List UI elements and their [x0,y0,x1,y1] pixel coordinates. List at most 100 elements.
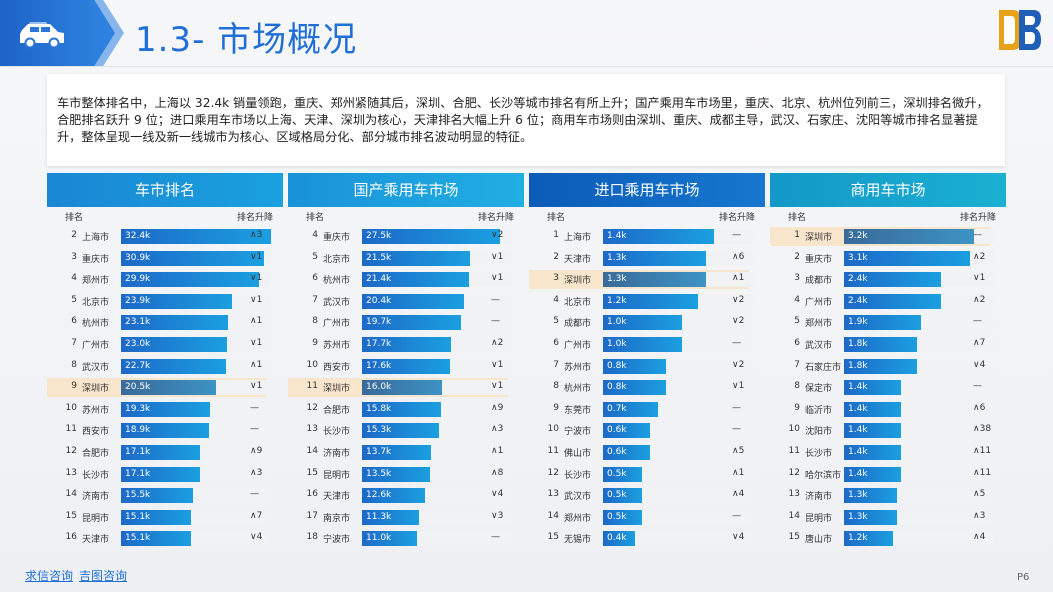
panel-import: 进口乘用车市场 排名 排名升降 1 上海市 1.4k — 2 天津市 1.3k ∧6 3 深圳市 1… [529,173,765,553]
rank-change: ∧4 [973,532,986,543]
table-row: 15 无锡市 0.4k ∨4 [529,528,765,549]
rank-number: 3 [553,273,559,284]
footer-link-jitu[interactable]: 吉图咨询 [79,569,128,583]
city-name: 上海市 [82,233,110,243]
value-bar [844,509,897,525]
value-label: 1.2k [848,533,868,544]
rank-change: ∧5 [732,446,745,456]
rank-change: ∨2 [491,230,504,240]
value-bar [121,401,210,417]
city-name: 石家庄市 [805,362,842,373]
table-row: 16 天津市 12.6k ∨4 [288,485,524,506]
rank-change: ∧11 [973,446,992,456]
footer-link-qiuxin[interactable]: 求信咨询 [25,569,74,583]
value-label: 21.5k [366,252,392,263]
value-label: 1.4k [848,425,868,436]
city-name: 重庆市 [805,254,833,265]
table-row: 12 长沙市 0.5k ∧1 [529,464,765,485]
city-name: 杭州市 [323,276,351,287]
city-name: 昆明市 [82,513,110,524]
rank-number: 12 [306,402,318,413]
rank-change: ∧4 [732,489,745,500]
rank-number: 8 [312,316,318,327]
rank-number: 8 [553,381,559,392]
col-change-label: 排名升降 [719,213,756,223]
value-bar [121,380,216,396]
rank-change: ∨1 [250,273,263,284]
value-bar [844,423,901,439]
table-row: 13 武汉市 0.5k ∧4 [529,485,765,506]
rank-change: ∧3 [973,510,986,521]
city-name: 长沙市 [805,449,833,459]
rank-number: 8 [71,359,77,370]
city-name: 苏州市 [82,405,110,416]
city-name: 成都市 [805,276,833,287]
city-name: 深圳市 [805,233,833,243]
value-label: 19.7k [366,317,392,328]
rank-change: ∨4 [250,532,263,543]
rank-number: 5 [794,316,800,327]
city-name: 昆明市 [323,470,351,481]
city-name: 保定市 [805,384,833,395]
value-bar [121,488,193,504]
rank-number: 9 [794,402,800,413]
col-rank-label: 排名 [547,213,566,223]
rank-number: 7 [794,359,800,370]
city-name: 成都市 [564,319,592,330]
value-bar [362,466,430,482]
col-change-label: 排名升降 [237,213,274,223]
rank-change: ∧2 [491,338,504,348]
value-label: 11.0k [366,533,392,544]
city-name: 无锡市 [564,535,592,546]
city-name: 深圳市 [564,276,592,287]
rank-change: ∨4 [973,359,986,370]
rank-number: 7 [312,294,318,305]
value-bar [844,445,901,460]
city-name: 广州市 [564,341,592,351]
value-bar [844,531,893,547]
rank-number: 4 [794,294,800,305]
rank-number: 1 [553,230,559,240]
city-name: 杭州市 [564,384,592,395]
rank-number: 2 [553,251,559,262]
panel-commercial: 商用车市场 排名 排名升降 1 深圳市 3.2k — 2 重庆市 3.1k ∧2 3 成都市 2.4… [770,173,1006,553]
rank-number: 11 [65,424,77,435]
table-row: 12 哈尔滨市 1.4k ∧11 [770,464,1006,485]
rank-change: ∨1 [250,338,263,348]
rank-change: ∧6 [732,251,745,262]
table-row: 10 宁波市 0.6k — [529,420,765,441]
rank-change: ∧7 [973,338,986,348]
summary-box: 车市整体排名中，上海以 32.4k 销量领跑，重庆、郑州紧随其后，深圳、合肥、长… [47,74,1005,166]
panel-title: 国产乘用车市场 [288,173,524,207]
rank-number: 12 [788,467,800,478]
value-label: 29.9k [125,274,151,285]
city-name: 长沙市 [323,427,351,438]
value-bar [844,380,901,396]
table-row: 6 杭州市 21.4k ∨1 [288,269,524,290]
city-name: 广州市 [82,341,110,351]
value-bar [121,337,227,352]
value-label: 18.9k [125,425,151,436]
header-divider [0,66,1053,67]
value-bar [844,466,901,482]
table-row: 5 北京市 21.5k ∨1 [288,248,524,269]
city-name: 郑州市 [805,319,833,330]
value-bar [121,272,259,288]
city-name: 深圳市 [323,384,351,395]
table-row: 3 深圳市 1.3k ∧1 [529,269,765,290]
value-bar [121,423,209,439]
rank-change: ∨2 [732,294,745,305]
value-label: 30.9k [125,252,151,263]
value-label: 0.5k [607,511,627,522]
value-bar [844,488,897,504]
value-label: 17.1k [125,447,151,457]
panel-domestic: 国产乘用车市场 排名 排名升降 4 重庆市 27.5k ∨2 5 北京市 21.5k ∨1 6 杭… [288,173,524,553]
rank-change: — [491,294,500,305]
value-label: 17.6k [366,360,392,371]
rank-number: 5 [312,251,318,262]
table-row: 7 广州市 23.0k ∨1 [47,334,283,355]
value-label: 1.3k [607,274,627,285]
table-row: 5 北京市 23.9k ∨1 [47,291,283,312]
col-rank-label: 排名 [65,213,84,223]
rank-number: 3 [794,273,800,284]
